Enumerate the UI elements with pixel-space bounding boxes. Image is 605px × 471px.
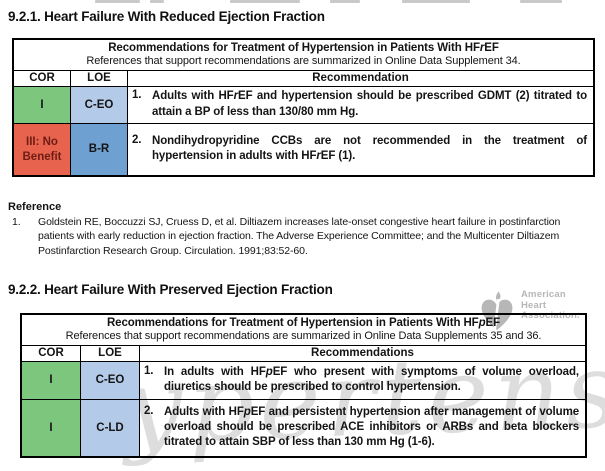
cor-cell: I — [22, 362, 81, 399]
recommendation-text: Adults with HFpEF and persistent hyperte… — [164, 405, 580, 449]
scan-artifact — [95, 0, 140, 3]
recommendation-text: Adults with HFrEF and hypertension shoul… — [152, 90, 587, 118]
table-row: I C-EO 1. In adults with HFpEF who prese… — [22, 361, 585, 399]
scan-artifact — [520, 0, 562, 3]
scan-artifact — [150, 0, 164, 3]
recommendation-cell: 1. Adults with HFrEF and hypertension sh… — [128, 87, 593, 123]
hfpef-recommendation-table: Recommendations for Treatment of Hyperte… — [20, 313, 587, 458]
table-header-row: COR LOE Recommendation — [14, 70, 593, 86]
column-header-loe: LOE — [71, 71, 128, 86]
recommendation-text: In adults with HFpEF who present with sy… — [164, 365, 579, 393]
loe-cell: C-EO — [71, 87, 128, 123]
reference-text: Goldstein RE, Boccuzzi SJ, Cruess D, et … — [38, 216, 561, 257]
section-heading-hfref: 9.2.1. Heart Failure With Reduced Ejecti… — [8, 9, 325, 24]
loe-cell: C-LD — [81, 400, 140, 456]
aha-logo-line: Heart — [521, 299, 547, 311]
recommendation-text: Nondihydropyridine CCBs are not recommen… — [152, 134, 587, 162]
aha-logo-line: Association. — [521, 310, 580, 321]
aha-logo-text: American Heart Association. — [521, 289, 580, 322]
recommendation-number: 1. — [144, 364, 154, 377]
loe-cell: C-EO — [81, 362, 140, 399]
column-header-cor: COR — [22, 346, 81, 361]
cor-cell: I — [14, 87, 71, 123]
scan-artifact — [402, 0, 470, 3]
recommendation-number: 2. — [132, 133, 142, 146]
cor-cell: I — [22, 400, 81, 456]
section-heading-hfpef: 9.2.2. Heart Failure With Preserved Ejec… — [8, 282, 333, 297]
aha-logo-line: American — [521, 289, 566, 300]
table-row: I C-EO 1. Adults with HFrEF and hyperten… — [14, 86, 593, 123]
hfref-recommendation-table: Recommendations for Treatment of Hyperte… — [12, 38, 595, 177]
recommendation-number: 2. — [144, 404, 154, 417]
reference-section: Reference 1. Goldstein RE, Boccuzzi SJ, … — [8, 201, 596, 258]
scan-artifact — [230, 0, 300, 3]
reference-heading: Reference — [8, 201, 62, 213]
recommendation-cell: 1. In adults with HFpEF who present with… — [140, 362, 585, 399]
scan-artifact — [330, 0, 360, 3]
table-row: I C-LD 2. Adults with HFpEF and persiste… — [22, 399, 585, 456]
column-header-loe: LOE — [81, 346, 140, 361]
column-header-recommendation: Recommendation — [312, 72, 409, 84]
reference-item: 1. Goldstein RE, Boccuzzi SJ, Cruess D, … — [8, 215, 596, 258]
table-row: III: No Benefit B-R 2. Nondihydropyridin… — [14, 123, 593, 175]
column-header-recommendations: Recommendations — [311, 347, 414, 359]
recommendation-cell: 2. Nondihydropyridine CCBs are not recom… — [128, 124, 593, 175]
recommendation-cell: 2. Adults with HFpEF and persistent hype… — [140, 400, 585, 456]
table-subtitle: References that support recommendations … — [86, 55, 521, 67]
table-header-row: COR LOE Recommendations — [22, 345, 585, 361]
table-title: Recommendations for Treatment of Hyperte… — [106, 317, 501, 329]
cor-cell: III: No Benefit — [14, 124, 71, 175]
column-header-cor: COR — [14, 71, 71, 86]
table-subtitle: References that support recommendations … — [65, 330, 542, 342]
table-title: Recommendations for Treatment of Hyperte… — [108, 42, 499, 54]
loe-cell: B-R — [71, 124, 128, 175]
recommendation-number: 1. — [132, 89, 142, 102]
reference-number: 1. — [12, 216, 21, 228]
